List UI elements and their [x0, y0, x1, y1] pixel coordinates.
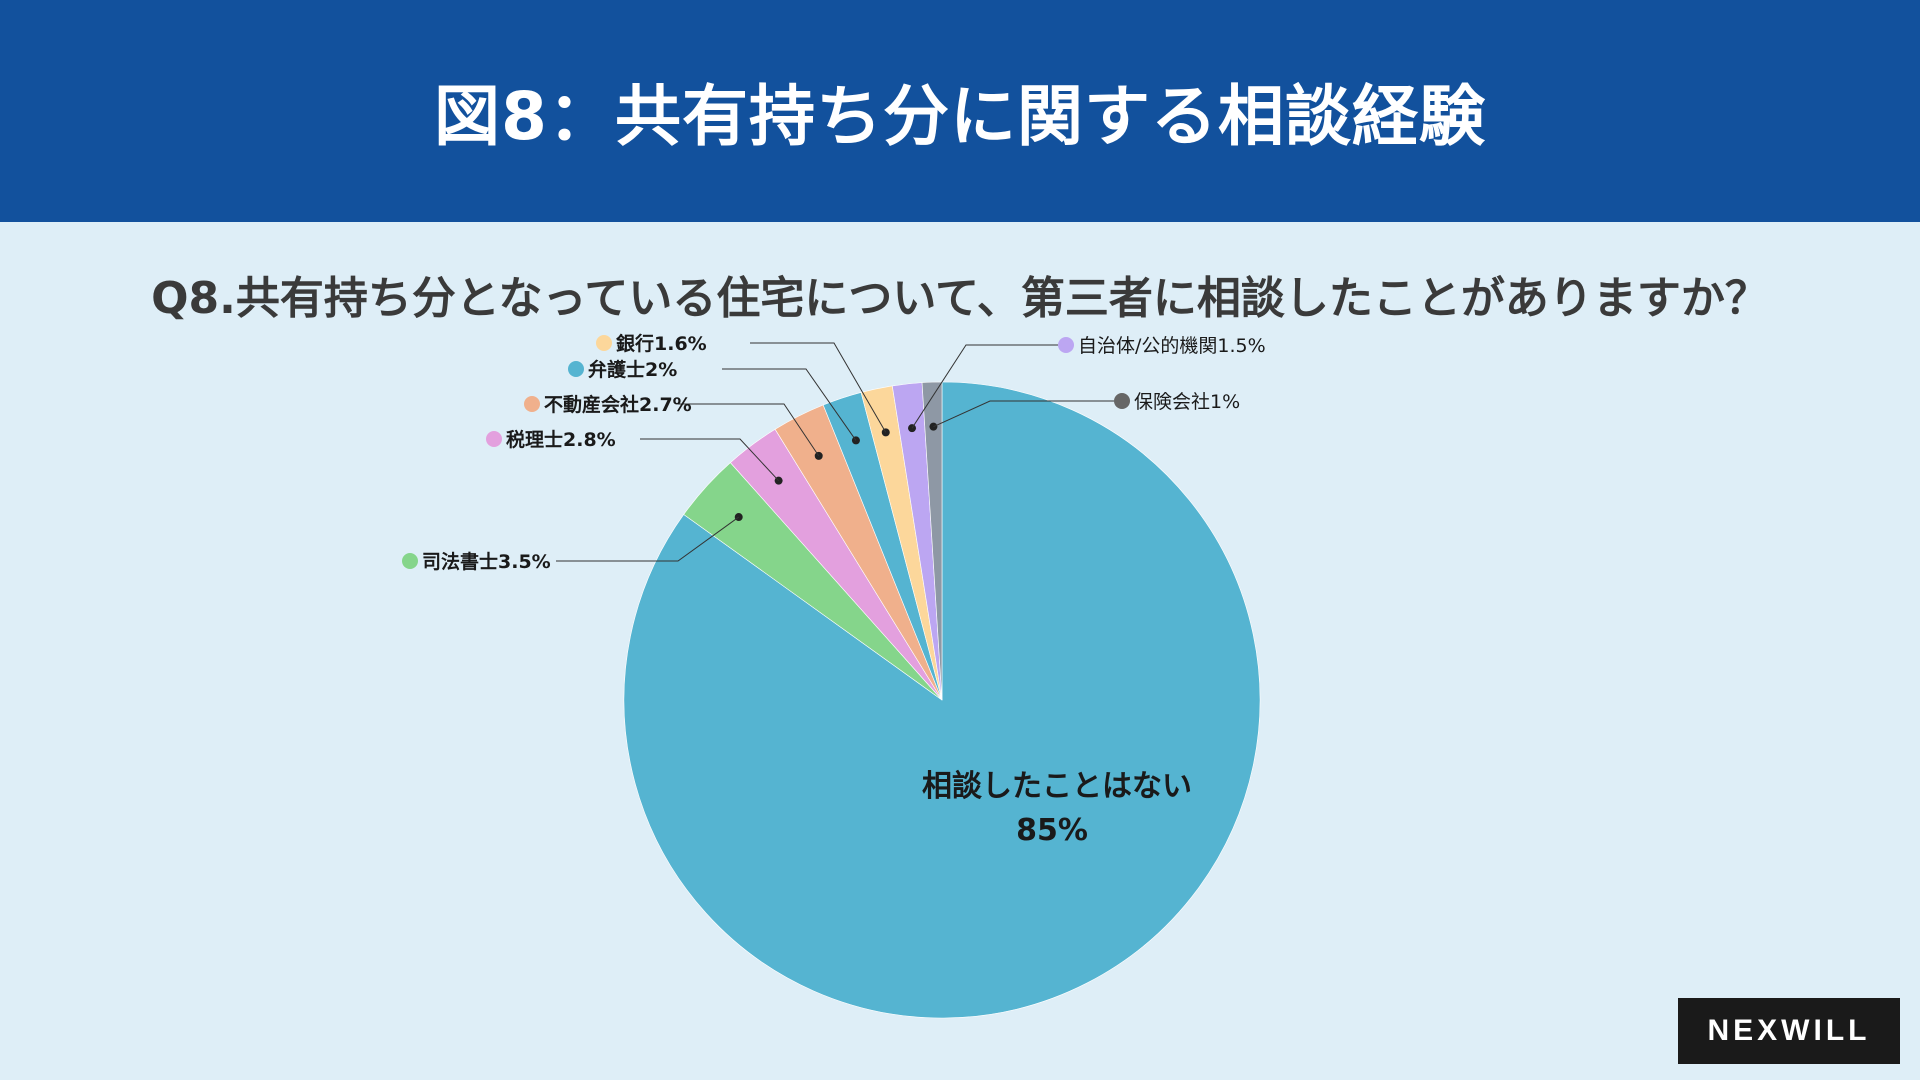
legend-dot	[524, 396, 540, 412]
legend-dot	[596, 335, 612, 351]
slice-value-label: 85%	[1016, 813, 1088, 848]
slice-label: 自治体/公的機関1.5%	[1078, 335, 1266, 357]
nexwill-logo: NEXWILL	[1678, 998, 1900, 1064]
leader-line	[911, 344, 1058, 429]
slice-label: 弁護士2%	[588, 358, 677, 381]
legend-dot	[568, 361, 584, 377]
header-bar: 図8：共有持ち分に関する相談経験	[0, 0, 1920, 222]
chart-title: Q8.共有持ち分となっている住宅について、第三者に相談したことがありますか？	[151, 273, 1769, 324]
leader-line	[933, 400, 1114, 428]
slice-label: 銀行1.6%	[616, 332, 707, 355]
page-title: 図8：共有持ち分に関する相談経験	[434, 78, 1486, 155]
slice-label: 司法書士3.5%	[422, 550, 551, 573]
leader-line	[678, 403, 820, 457]
slice-label: 税理士2.8%	[506, 428, 616, 451]
leader-line	[556, 516, 740, 562]
leader-line	[640, 438, 779, 482]
leader-line	[750, 342, 887, 433]
slice-label: 不動産会社2.7%	[544, 393, 692, 416]
slice-label: 相談したことはない	[922, 769, 1192, 804]
legend-dot	[402, 553, 418, 569]
legend-dot	[1058, 337, 1074, 353]
legend-dot	[1114, 393, 1130, 409]
slice-label: 保険会社1%	[1134, 391, 1240, 413]
leader-line	[722, 368, 857, 441]
legend-dot	[486, 431, 502, 447]
